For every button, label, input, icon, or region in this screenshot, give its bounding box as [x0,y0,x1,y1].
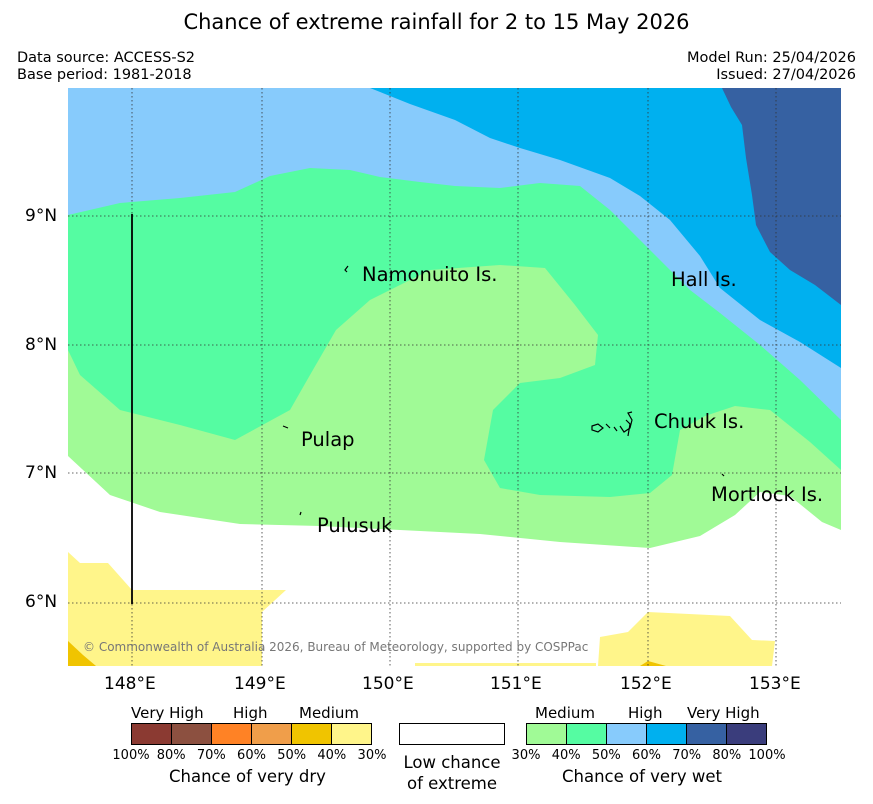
wet-percent-label: 70% [672,748,702,763]
label-namonuito: Namonuito Is. [362,263,498,286]
y-tick-6n: 6°N [25,592,58,612]
model-run-label: Model Run: 25/04/2026 [686,50,856,66]
y-tick-9n: 9°N [25,206,58,226]
dry-percent-label: 40% [317,748,347,763]
x-tick-150: 150°E [362,674,414,694]
dry-swatch-0 [132,724,172,744]
x-tick-152: 152°E [620,674,672,694]
wet-caption: Chance of very wet [562,767,722,786]
neutral-caption-line1: Low chance [403,753,501,772]
dry-colorbar [131,723,372,745]
label-chuuk: Chuuk Is. [654,410,745,433]
dry-swatch-5 [332,724,371,744]
wet-percent-label: 30% [511,748,541,763]
dry-percent-label: 70% [196,748,226,763]
neutral-swatch [399,723,505,745]
x-tick-148: 148°E [104,674,156,694]
map-title: Chance of extreme rainfall for 2 to 15 M… [183,10,690,34]
dry-40-region-2 [640,661,666,666]
wet-colorbar [526,723,767,745]
dry-level-medium: Medium [299,704,359,722]
wet-swatch-5 [727,724,766,744]
wet-60-region [370,88,841,368]
y-tick-7n: 7°N [25,463,58,483]
mortlock-island-shape [721,473,725,477]
wet-percent-label: 80% [712,748,742,763]
wet-level-medium: Medium [535,704,595,722]
dry-level-high: High [233,704,268,722]
wet-swatch-1 [567,724,607,744]
wet-level-high: High [628,704,663,722]
neutral-caption-line2: of extreme [406,774,498,793]
wet-swatch-0 [527,724,567,744]
dry-percent-label: 80% [156,748,186,763]
x-tick-149: 149°E [234,674,286,694]
dry-swatch-4 [292,724,332,744]
label-mortlock: Mortlock Is. [711,483,824,506]
y-tick-8n: 8°N [25,335,58,355]
dry-caption: Chance of very dry [169,767,326,786]
data-source-label: Data source: ACCESS-S2 [17,50,196,66]
issued-label: Issued: 27/04/2026 [716,67,856,83]
wet-swatch-2 [607,724,647,744]
label-pulusuk: Pulusuk [317,514,393,537]
namonuito-island-shape [344,265,349,273]
label-hall: Hall Is. [671,268,737,291]
wet-swatch-3 [647,724,687,744]
pulap-island-shape [282,425,289,429]
dry-30-region-3 [415,663,596,666]
dry-swatch-2 [212,724,252,744]
dry-swatch-1 [172,724,212,744]
wet-percent-label: 40% [551,748,581,763]
islands [282,265,725,516]
wet-level-very-high: Very High [687,704,760,722]
copyright-notice: © Commonwealth of Australia 2026, Bureau… [83,640,589,654]
chuuk-island-shape [591,411,633,437]
dry-percent-label: 30% [357,748,387,763]
wet-percent-label: 60% [632,748,661,763]
wet-percent-label: 100% [748,748,786,763]
dry-swatch-3 [252,724,292,744]
dry-percent-label: 50% [277,748,307,763]
dry-30-region-2 [598,612,775,666]
dry-percent-label: 60% [237,748,266,763]
base-period-label: Base period: 1981-2018 [17,67,192,83]
wet-70-region [722,88,841,305]
pulusuk-island-shape [299,511,302,516]
wet-swatch-4 [687,724,727,744]
x-tick-151: 151°E [490,674,542,694]
x-tick-153: 153°E [749,674,801,694]
dry-40-region [68,641,96,666]
dry-percent-label: 100% [112,748,150,763]
label-pulap: Pulap [301,428,355,451]
wet-percent-label: 50% [591,748,621,763]
dry-30-region [68,552,286,666]
dry-level-very-high: Very High [131,704,204,722]
